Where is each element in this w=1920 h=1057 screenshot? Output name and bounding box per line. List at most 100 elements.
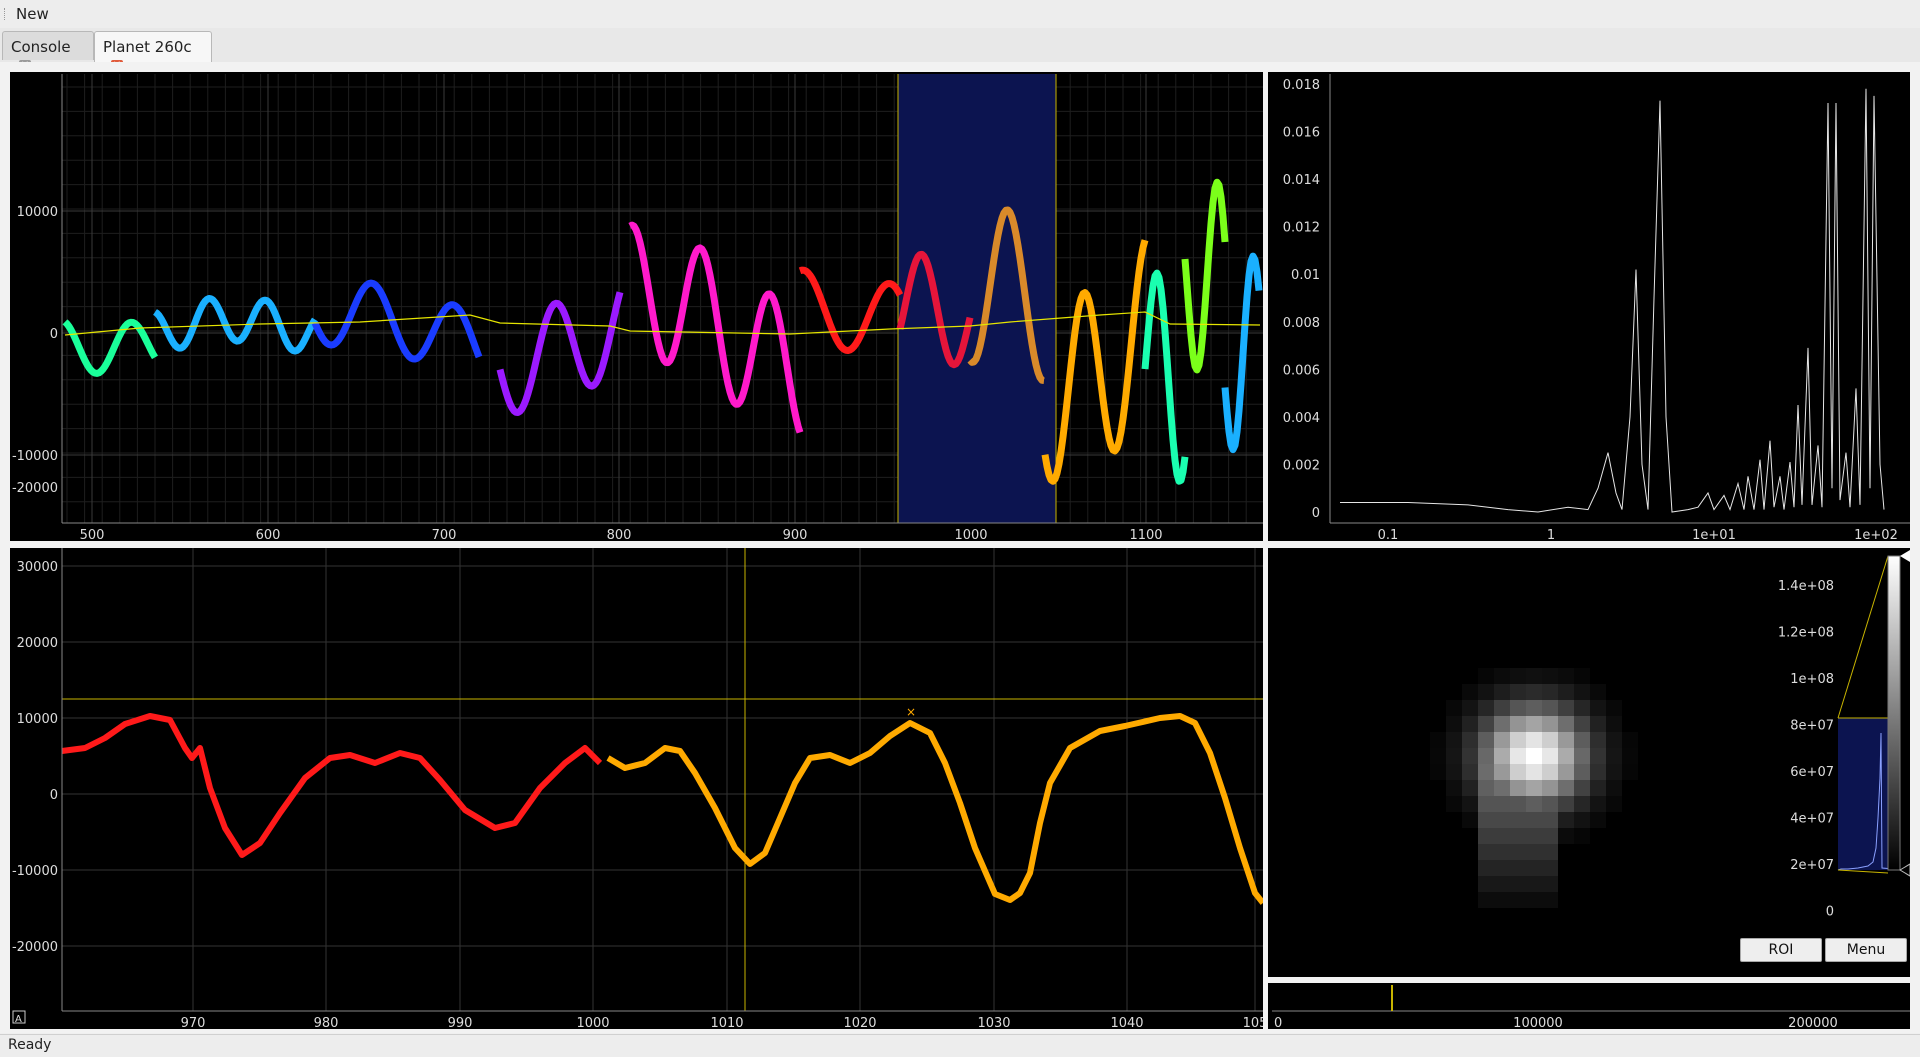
histogram-tick-label: 1.2e+08 (1778, 626, 1834, 641)
zoom-panel[interactable]: × 970 980 990 1000 1010 1020 1030 1040 105 30000… (10, 548, 1263, 1029)
histogram-tick-label: 4e+07 (1790, 812, 1834, 827)
timeline-panel[interactable]: 0 100000 200000 (1268, 983, 1910, 1029)
lightcurve-segment (1221, 252, 1263, 454)
lightcurve-segment (967, 206, 1046, 384)
lightcurve-segment (1041, 239, 1149, 485)
outlier-marker: × (906, 705, 916, 719)
x-tick-label: 600 (256, 528, 281, 541)
y-tick-label: 0.004 (1283, 411, 1320, 426)
y-tick-label: -20000 (12, 940, 58, 955)
lightcurve-segment (628, 221, 804, 434)
x-tick-labels: 500 600 700 800 900 1000 1100 (80, 528, 1163, 541)
lightcurve-series (62, 178, 1263, 485)
gradient-link-top (1837, 555, 1889, 719)
x-tick-labels: 0.1 1 1e+01 1e+02 (1378, 528, 1898, 541)
tab-bar: Console✕ Planet 260c✕ (0, 28, 1920, 72)
tab-planet-260c[interactable]: Planet 260c✕ (94, 31, 212, 72)
histogram-tick-label: 2e+07 (1790, 858, 1834, 873)
histogram-tick-label: 1e+08 (1790, 672, 1834, 687)
y-tick-label: -20000 (12, 481, 58, 496)
x-tick-label: 1020 (843, 1016, 876, 1029)
y-tick-label: 0 (1312, 506, 1320, 521)
selection-region[interactable] (898, 74, 1056, 523)
x-tick-label: 1040 (1110, 1016, 1143, 1029)
x-tick-label: 1100 (1129, 528, 1162, 541)
y-tick-label: 30000 (17, 560, 58, 575)
lightcurve-segment (153, 295, 318, 355)
lightcurve-segment (798, 266, 904, 354)
y-tick-label: 0.01 (1291, 268, 1320, 283)
workspace: 500 600 700 800 900 1000 1100 10000 0 -10000 -200… (0, 62, 1920, 1033)
timeline-tick-0: 0 (1274, 1016, 1282, 1029)
tab-console-label: Console (11, 38, 71, 56)
x-tick-label: 1e+01 (1692, 528, 1736, 541)
y-tick-labels: 0.018 0.016 0.014 0.012 0.01 0.008 0.006 0.004 0… (1283, 78, 1320, 521)
gradient-top-handle[interactable] (1900, 550, 1910, 562)
y-tick-label: 0 (50, 327, 58, 342)
x-tick-label: 980 (314, 1016, 339, 1029)
menu-new[interactable]: New (16, 5, 49, 23)
x-tick-label: 1000 (576, 1016, 609, 1029)
status-bar: Ready (0, 1034, 1920, 1057)
y-tick-labels: 10000 0 -10000 -20000 (12, 205, 58, 496)
target-pixel-image[interactable] (1430, 668, 1638, 908)
y-tick-label: 0.012 (1283, 221, 1320, 236)
y-tick-label: 0.014 (1283, 173, 1320, 188)
image-view-panel[interactable]: 1.4e+08 1.2e+08 1e+08 8e+07 6e+07 4e+07 2e+07 0… (1268, 548, 1910, 977)
gradient-link-bottom (1837, 869, 1889, 874)
y-tick-label: 0.018 (1283, 78, 1320, 93)
auto-scale-label: A (15, 1014, 22, 1025)
y-tick-label: 0.002 (1283, 458, 1320, 473)
x-tick-labels: 970 980 990 1000 1010 1020 1030 1040 105 (181, 1016, 1263, 1029)
timeline-tick-200000: 200000 (1788, 1016, 1838, 1029)
lightcurve-segment (311, 279, 483, 363)
periodogram-plot[interactable]: 0.1 1 1e+01 1e+02 0.0180.0160.0140.0120.010… (1268, 72, 1910, 541)
x-tick-label: 970 (181, 1016, 206, 1029)
auto-scale-button[interactable] (12, 1010, 26, 1024)
x-tick-label: 0.1 (1378, 528, 1399, 541)
x-tick-label: 1030 (977, 1016, 1010, 1029)
y-tick-label: 0.006 (1283, 363, 1320, 378)
trend-path (64, 311, 1261, 336)
menubar: New (0, 0, 1920, 28)
tab-console[interactable]: Console✕ (2, 31, 94, 72)
roi-button[interactable]: ROI (1740, 938, 1822, 962)
status-text: Ready (8, 1037, 52, 1053)
zoom-plot[interactable]: × 970 980 990 1000 1010 1020 1030 1040 105 30000… (10, 548, 1263, 1029)
lightcurve-segment (1141, 269, 1189, 485)
histogram-tick-label: 8e+07 (1790, 719, 1834, 734)
x-tick-label: 990 (448, 1016, 473, 1029)
y-tick-label: 0.016 (1283, 126, 1320, 141)
histogram-tick-label: 6e+07 (1790, 765, 1834, 780)
histogram-region[interactable] (1838, 718, 1894, 870)
lightcurve-segment (1181, 178, 1229, 374)
y-tick-label: -10000 (12, 449, 58, 464)
lightcurve-segment (896, 250, 974, 369)
gradient-bottom-handle[interactable] (1899, 863, 1910, 877)
tab-planet-label: Planet 260c (103, 38, 192, 56)
y-tick-labels: 30000 20000 10000 0 -10000 -20000 (12, 560, 58, 955)
periodogram-panel[interactable]: 0.1 1 1e+01 1e+02 0.018 0.016 0.014 0.012 0.01 0… (1268, 72, 1910, 541)
gradient-bar[interactable] (1887, 555, 1901, 871)
x-tick-label: 1e+02 (1854, 528, 1898, 541)
x-tick-label: 1010 (710, 1016, 743, 1029)
histogram-tick-labels: 1.4e+08 1.2e+08 1e+08 8e+07 6e+07 4e+07 2e+07 0 (1778, 579, 1834, 920)
menu-button[interactable]: Menu (1825, 938, 1907, 962)
menu-grip-handle[interactable] (4, 8, 8, 20)
y-tick-label: 20000 (17, 636, 58, 651)
y-tick-label: -10000 (12, 864, 58, 879)
lightcurve-segment (62, 318, 159, 377)
lightcurve-plot[interactable]: 500 600 700 800 900 1000 1100 10000 0 -10000 -200… (10, 72, 1263, 541)
timeline-slider[interactable]: 0 100000 200000 (1268, 983, 1910, 1029)
y-tick-label: 0 (50, 788, 58, 803)
x-tick-label: 105 (1243, 1016, 1263, 1029)
x-tick-label: 900 (783, 528, 808, 541)
image-view[interactable]: 1.4e+08 1.2e+08 1e+08 8e+07 6e+07 4e+07 2e+07 0 (1268, 548, 1910, 977)
zoom-series-red (61, 713, 603, 858)
zoom-series-orange (606, 713, 1263, 905)
x-tick-label: 500 (80, 528, 105, 541)
y-tick-label: 0.008 (1283, 316, 1320, 331)
y-tick-label: 10000 (17, 205, 58, 220)
histogram-tick-label: 1.4e+08 (1778, 579, 1834, 594)
lightcurve-panel[interactable]: 500 600 700 800 900 1000 1100 10000 0 -10000 -200… (10, 72, 1263, 541)
